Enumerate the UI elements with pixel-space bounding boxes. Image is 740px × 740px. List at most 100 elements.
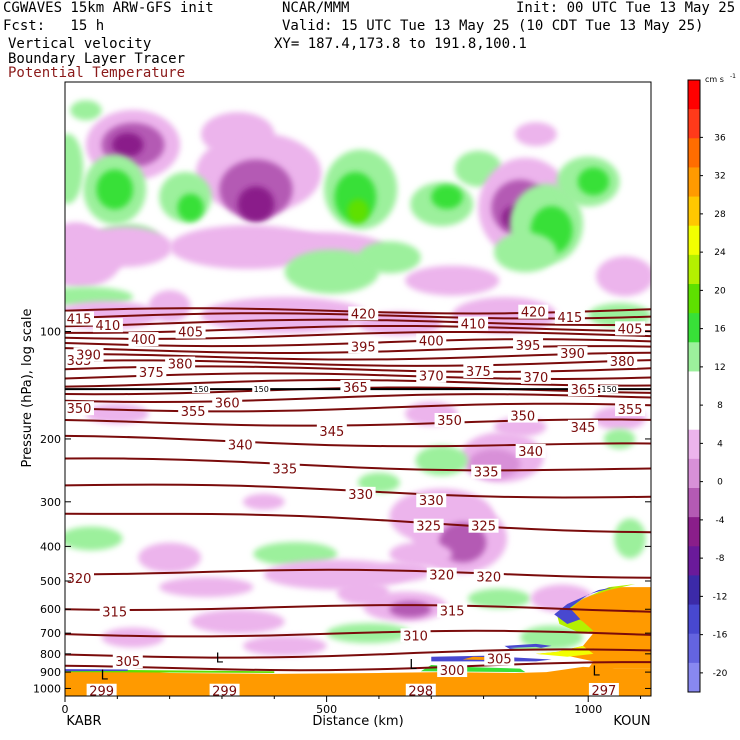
w-region-28 xyxy=(514,122,557,147)
theta-label-43: 315 xyxy=(440,605,465,620)
theta-label-4: 420 xyxy=(351,307,376,322)
colorbar: 36 32 28 24 20 16 12 8 4 0 -4 -8 -12 -16 -20 cm s -1 xyxy=(687,73,736,693)
theta-label-54: 150 xyxy=(602,385,617,394)
field-vertical-velocity: Vertical velocity xyxy=(8,36,152,52)
y-tick-label-300: 300 xyxy=(40,496,61,509)
theta-label-18: 370 xyxy=(419,370,444,385)
w-region-67 xyxy=(467,588,531,609)
w-region-3 xyxy=(112,132,144,157)
w-region-75 xyxy=(603,428,636,449)
theta-label-bg-1 xyxy=(92,318,123,333)
theta-label-22: 365 xyxy=(571,383,596,398)
theta-label-bg-20 xyxy=(520,369,551,384)
theta-contour-345 xyxy=(65,418,651,427)
theta-label-53: 150 xyxy=(254,385,269,394)
low-marker-1: L xyxy=(216,652,224,667)
theta-label-19: 375 xyxy=(466,365,491,380)
theta-label-10: 400 xyxy=(419,335,444,350)
theta-label-bg-43 xyxy=(437,603,468,618)
theta-label-9: 395 xyxy=(351,340,376,355)
theta-label-bg-32 xyxy=(515,443,546,458)
theta-label-bg-36 xyxy=(416,493,447,508)
theta-label-bg-2 xyxy=(128,332,159,347)
theta-contour-310 xyxy=(65,629,651,638)
colorbar-tick-label-32: 32 xyxy=(714,172,725,182)
theta-contour-300 xyxy=(65,661,651,672)
colorbar-swatch-40 xyxy=(688,80,700,110)
colorbar-swatch-24 xyxy=(688,196,700,227)
pbl-blue-mid xyxy=(504,643,552,649)
theta-label-bg-33 xyxy=(269,461,300,476)
low-marker-0: L xyxy=(101,669,109,684)
w-region-41 xyxy=(201,297,369,334)
colorbar-tick-label--12: -12 xyxy=(713,592,728,602)
y-tick-label-900: 900 xyxy=(40,666,61,679)
theta-label-29: 345 xyxy=(319,425,344,440)
xy-coords: XY= 187.4,173.8 to 191.8,100.1 xyxy=(274,36,527,52)
colorbar-swatch--18 xyxy=(688,633,700,664)
pbl-blue-band-west xyxy=(65,669,128,672)
theta-label-bg-29 xyxy=(316,423,347,438)
theta-label-38: 325 xyxy=(471,520,496,535)
theta-label-40: 320 xyxy=(429,569,454,584)
theta-label-6: 420 xyxy=(521,306,546,321)
y-tick-label-800: 800 xyxy=(40,648,61,661)
colorbar-unit-exponent: -1 xyxy=(730,73,736,80)
colorbar-tick-label--8: -8 xyxy=(716,554,725,564)
colorbar-frame xyxy=(687,79,701,693)
theta-label-21: 365 xyxy=(343,381,368,396)
y-tick-label-500: 500 xyxy=(40,575,61,588)
theta-label-bg-10 xyxy=(416,333,447,348)
y-tick-label-100: 100 xyxy=(40,325,61,338)
theta-label-25: 350 xyxy=(67,402,92,417)
theta-label-32: 340 xyxy=(518,445,543,460)
w-region-57 xyxy=(389,541,453,566)
theta-contour-405 xyxy=(65,324,651,334)
theta-label-bg-45 xyxy=(112,654,143,669)
w-region-64 xyxy=(159,577,254,598)
theta-label-bg-4 xyxy=(348,306,379,321)
colorbar-tick-label--16: -16 xyxy=(713,631,728,641)
theta-label-bg-3 xyxy=(175,324,206,339)
colorbar-tick-label-20: 20 xyxy=(714,286,726,296)
valid-time: Valid: 15 UTC Tue 13 May 25 (10 CDT Tue … xyxy=(282,18,704,34)
colorbar-tick-label-28: 28 xyxy=(714,210,726,220)
w-region-62 xyxy=(253,541,338,566)
colorbar-swatch-28 xyxy=(688,167,700,198)
theta-label-34: 335 xyxy=(474,466,499,481)
theta-contour-355 xyxy=(65,393,651,403)
theta-contour-320 xyxy=(65,568,651,579)
theta-label-44: 310 xyxy=(403,629,428,644)
theta-label-47: 300 xyxy=(440,664,465,679)
w-region-31 xyxy=(78,227,173,268)
colorbar-swatch-36 xyxy=(688,109,700,139)
w-region-63 xyxy=(263,559,411,590)
theta-contour-380 xyxy=(65,359,651,367)
theta-label-28: 350 xyxy=(510,410,535,425)
theta-label-bg-7 xyxy=(554,309,585,324)
theta-label-bg-30 xyxy=(567,419,598,434)
theta-label-26: 355 xyxy=(618,403,643,418)
colorbar-swatch-16 xyxy=(688,254,700,285)
colorbar-swatch--4 xyxy=(688,429,700,460)
y-tick-label-700: 700 xyxy=(40,627,61,640)
theta-label-50: 298 xyxy=(408,685,433,700)
theta-label-17: 380 xyxy=(168,358,193,373)
colorbar-tick-label-24: 24 xyxy=(714,248,726,258)
theta-label-52: 150 xyxy=(193,385,208,394)
theta-label-bg-12 xyxy=(557,346,588,361)
theta-label-bg-38 xyxy=(468,518,499,533)
colorbar-tick-label-8: 8 xyxy=(717,401,723,411)
colorbar-tick-label-12: 12 xyxy=(714,363,725,373)
theta-label-bg-48 xyxy=(86,683,117,698)
theta-label-27: 350 xyxy=(437,414,462,429)
field-boundary-layer-tracer: Boundary Layer Tracer xyxy=(8,51,186,67)
colorbar-swatch--12 xyxy=(688,546,700,576)
boundary-layer-fill xyxy=(65,584,651,696)
theta-label-bg-6 xyxy=(518,304,549,319)
colorbar-unit: cm s xyxy=(705,75,724,84)
theta-label-bg-40 xyxy=(426,567,457,582)
w-region-25 xyxy=(431,185,463,210)
